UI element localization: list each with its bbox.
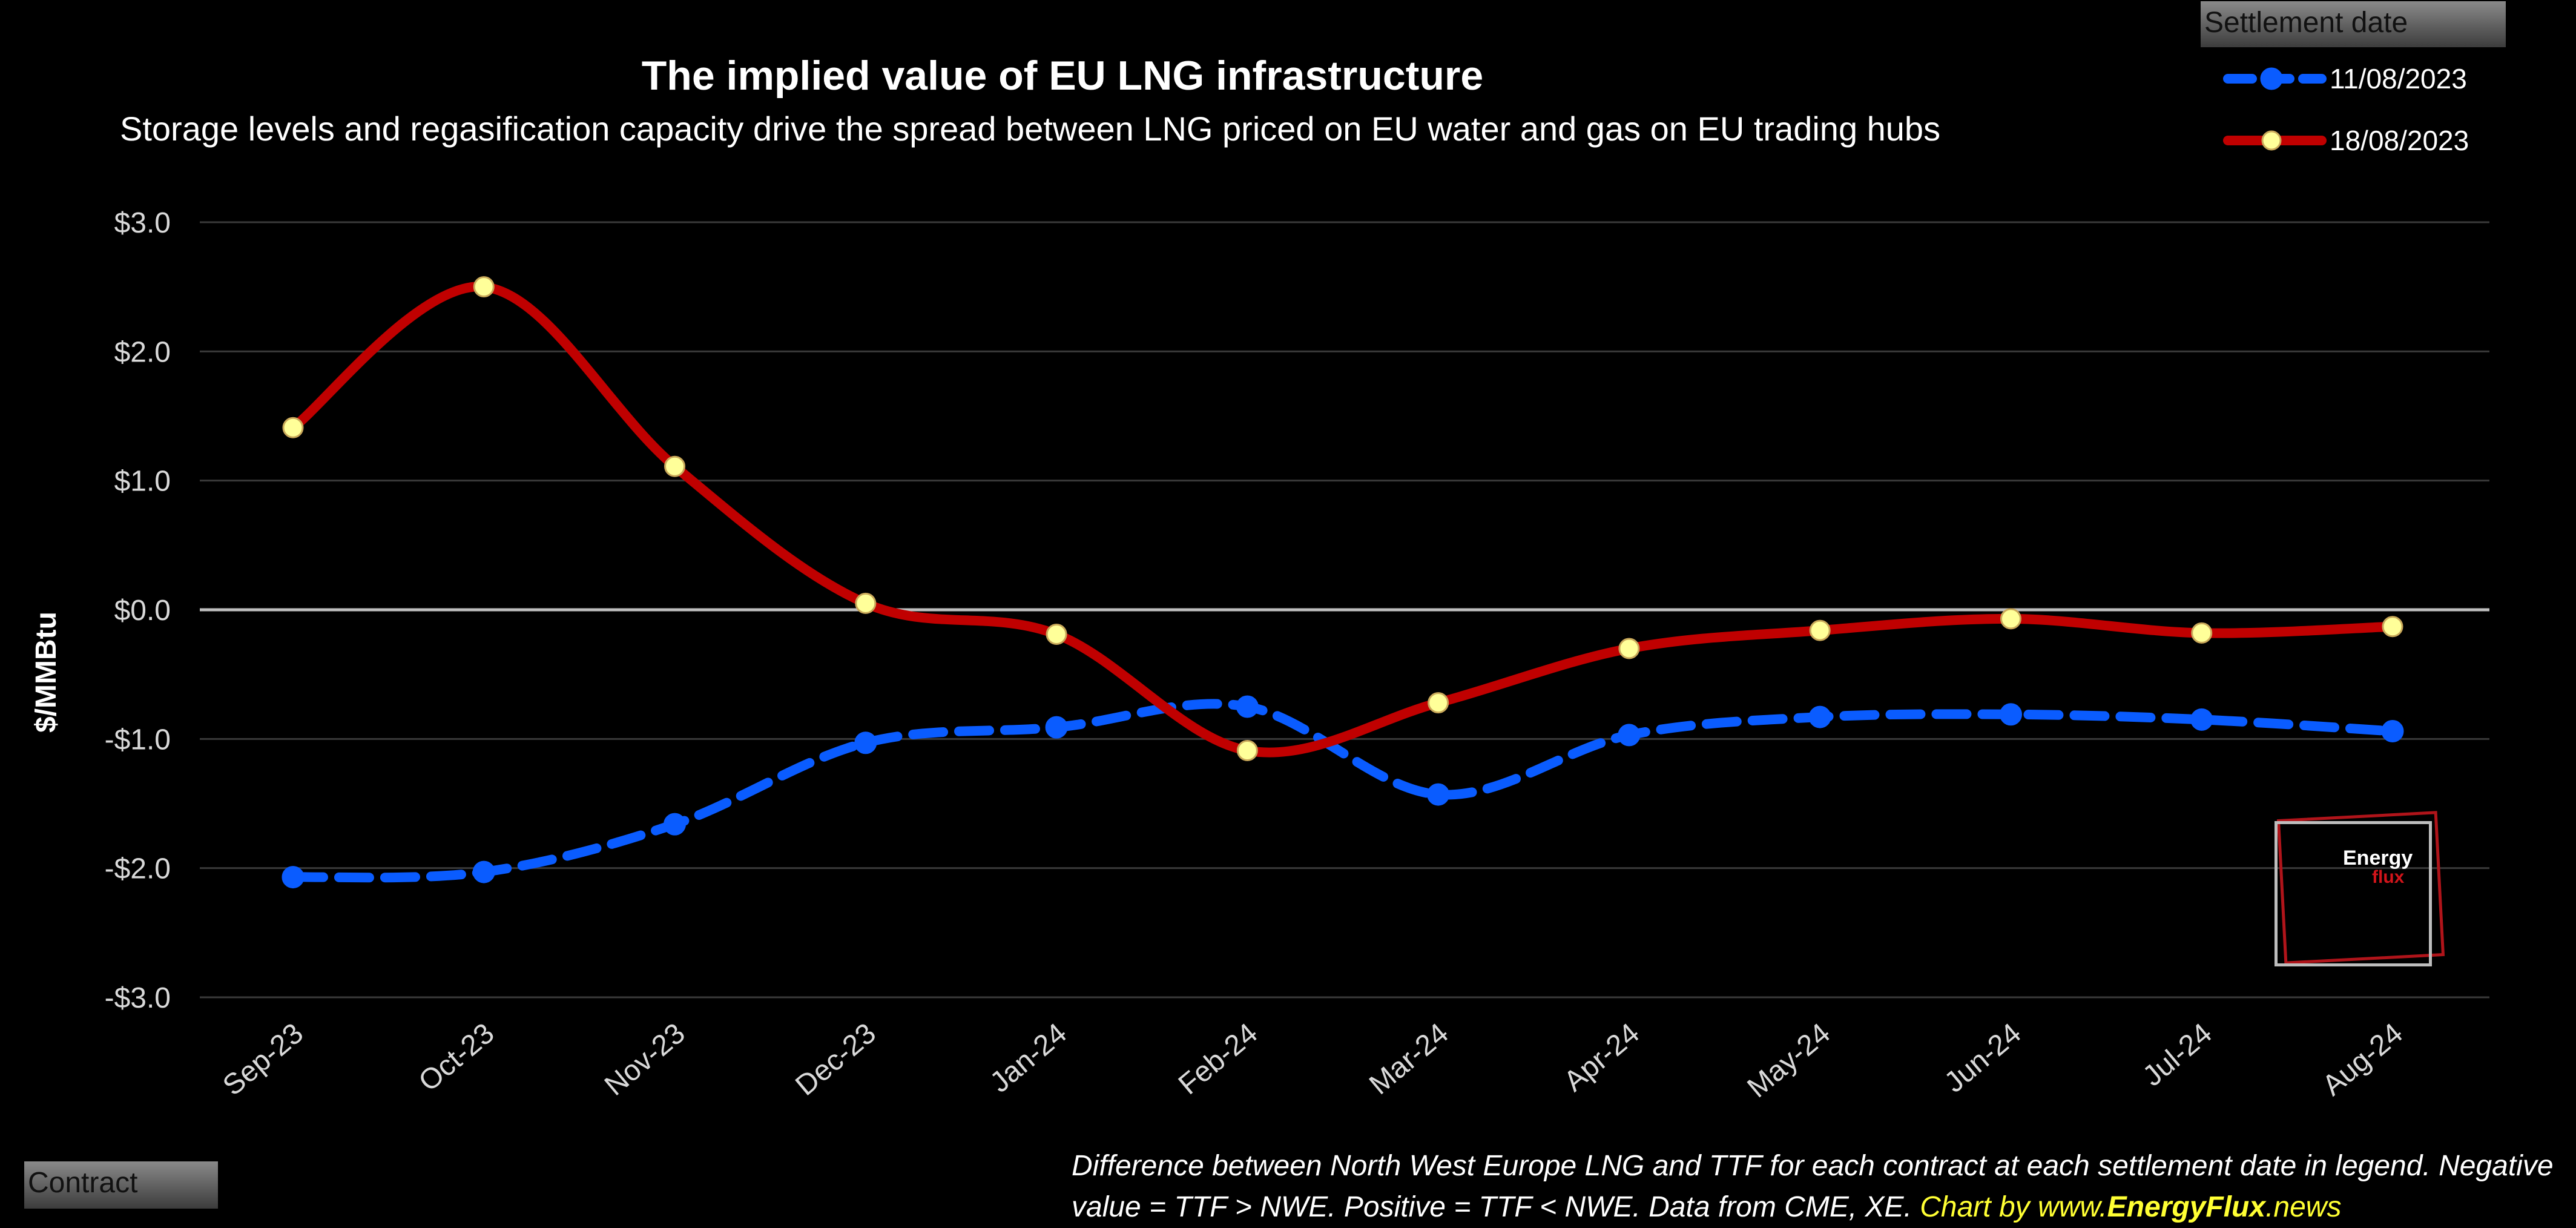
data-point [1428,692,1449,714]
x-tick-label: Dec-23 [789,1017,882,1102]
series-line-18-08-2023 [288,282,2397,758]
settlement-date-filter-button[interactable]: Settlement date [2201,1,2506,47]
x-axis-ticks: Sep-23 Oct-23 Nov-23 Dec-23 Jan-24 Feb-24 Mar-… [217,1017,2409,1104]
y-tick-label: $1.0 [114,466,171,498]
footnote: Difference between North West Europe LNG… [1072,1146,2561,1228]
data-point [1045,716,1068,739]
data-point [282,417,304,438]
data-point [664,455,686,477]
y-tick-label: -$1.0 [105,724,171,756]
x-tick-label: Jul-24 [2137,1017,2218,1093]
contract-filter-button[interactable]: Contract [24,1161,218,1209]
credit-suffix: .news [2265,1191,2342,1223]
data-point [854,731,877,754]
energyflux-logo: Energy flux [2271,804,2447,966]
series-lines [288,282,2397,883]
data-point [1427,783,1450,806]
data-point [2382,616,2403,638]
x-tick-label: Mar-24 [1363,1017,1455,1101]
footnote-text: Difference between North West Europe LNG… [1072,1150,2554,1223]
x-tick-label: Oct-23 [413,1017,500,1098]
data-point [2381,720,2404,743]
series-markers [282,276,2404,889]
x-tick-label: May-24 [1742,1017,1837,1104]
chart-title: The implied value of EU LNG infrastructu… [641,53,1484,99]
data-point [1046,624,1067,645]
legend-label: 11/08/2023 [2330,63,2467,94]
credit-prefix: Chart by www. [1920,1191,2107,1223]
y-tick-label: -$2.0 [105,853,171,885]
x-tick-label: Jun-24 [1939,1017,2027,1099]
x-tick-label: Apr-24 [1558,1017,1645,1098]
y-axis-ticks: $3.0 $2.0 $1.0 $0.0 -$1.0 -$2.0 -$3.0 [105,207,171,1014]
legend-marker [2260,67,2283,90]
legend: 11/08/2023 18/08/2023 [2223,63,2469,156]
data-point [2191,622,2213,644]
credit-link[interactable]: Chart by www.EnergyFlux.news [1920,1191,2341,1223]
logo-frame-grey [2275,821,2432,966]
y-tick-label: $2.0 [114,336,171,368]
y-tick-label: -$3.0 [105,982,171,1014]
data-point [1808,705,1831,728]
data-point [282,866,305,889]
data-point [1999,703,2022,726]
series-line-11-08-2023 [288,699,2397,883]
data-point [664,813,687,836]
data-point [855,592,877,614]
data-point [1618,724,1641,747]
gridlines [200,221,2489,999]
y-tick-label: $0.0 [114,595,171,627]
x-tick-label: Aug-24 [2316,1017,2409,1102]
data-point [1809,619,1831,641]
chart-subtitle: Storage levels and regasification capaci… [120,110,1941,148]
data-point [472,860,495,883]
data-point [1236,695,1259,718]
legend-label: 18/08/2023 [2330,125,2469,156]
data-point [2190,708,2213,731]
credit-brand: EnergyFlux [2107,1191,2266,1223]
legend-marker [2261,130,2282,151]
x-tick-label: Feb-24 [1173,1017,1264,1101]
y-tick-label: $3.0 [114,207,171,239]
data-point [473,276,495,298]
x-tick-label: Sep-23 [217,1017,309,1102]
x-tick-label: Jan-24 [984,1017,1073,1099]
logo-word-flux: flux [2372,867,2405,887]
data-point [1618,638,1640,659]
x-tick-label: Nov-23 [599,1017,691,1102]
logo-word-energy: Energy [2343,847,2413,870]
y-axis-label: $/MMBtu [30,612,62,733]
data-point [2000,608,2021,630]
data-point [1236,740,1258,762]
